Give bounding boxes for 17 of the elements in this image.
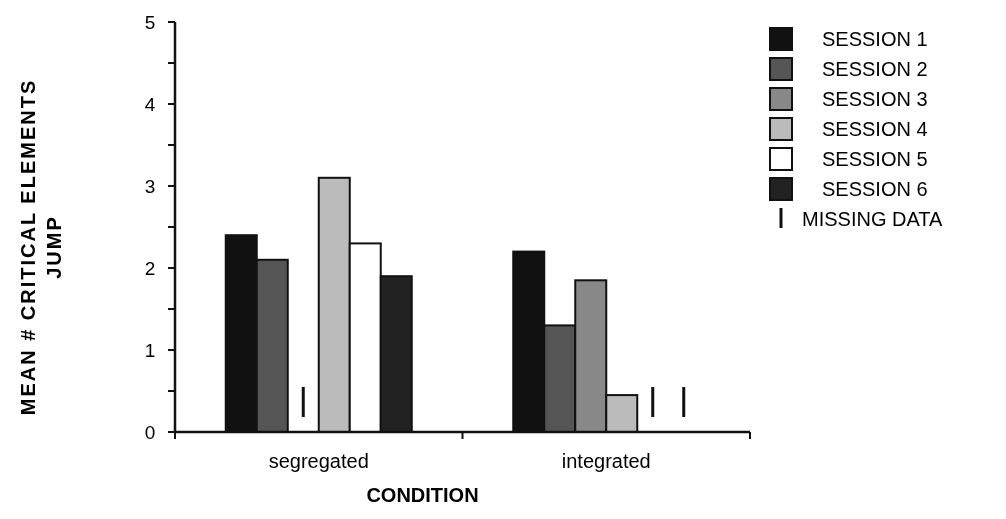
y-tick-label: 4: [144, 93, 156, 115]
y-tick-label: 2: [144, 257, 156, 279]
y-tick-label: 1: [144, 339, 156, 361]
legend-label: SESSION 5: [822, 148, 928, 170]
legend-label: SESSION 2: [822, 58, 928, 80]
legend-label: SESSION 6: [822, 178, 928, 200]
text: MISSING DATA: [802, 208, 944, 230]
legend-label: SESSION 1: [822, 28, 928, 50]
legend-label: SESSION 4: [822, 118, 928, 140]
x-tick-label: segregated: [268, 450, 369, 472]
x-axis-title: CONDITION: [366, 484, 479, 506]
y-tick-label: 5: [144, 11, 156, 33]
legend-label: SESSION 3: [822, 88, 928, 110]
y-tick-label: 3: [144, 175, 156, 197]
y-tick-label: 0: [144, 421, 156, 443]
x-tick-label: integrated: [561, 450, 651, 472]
y-axis-title: MEAN # CRITICAL ELEMENTS JUMP: [17, 78, 65, 416]
